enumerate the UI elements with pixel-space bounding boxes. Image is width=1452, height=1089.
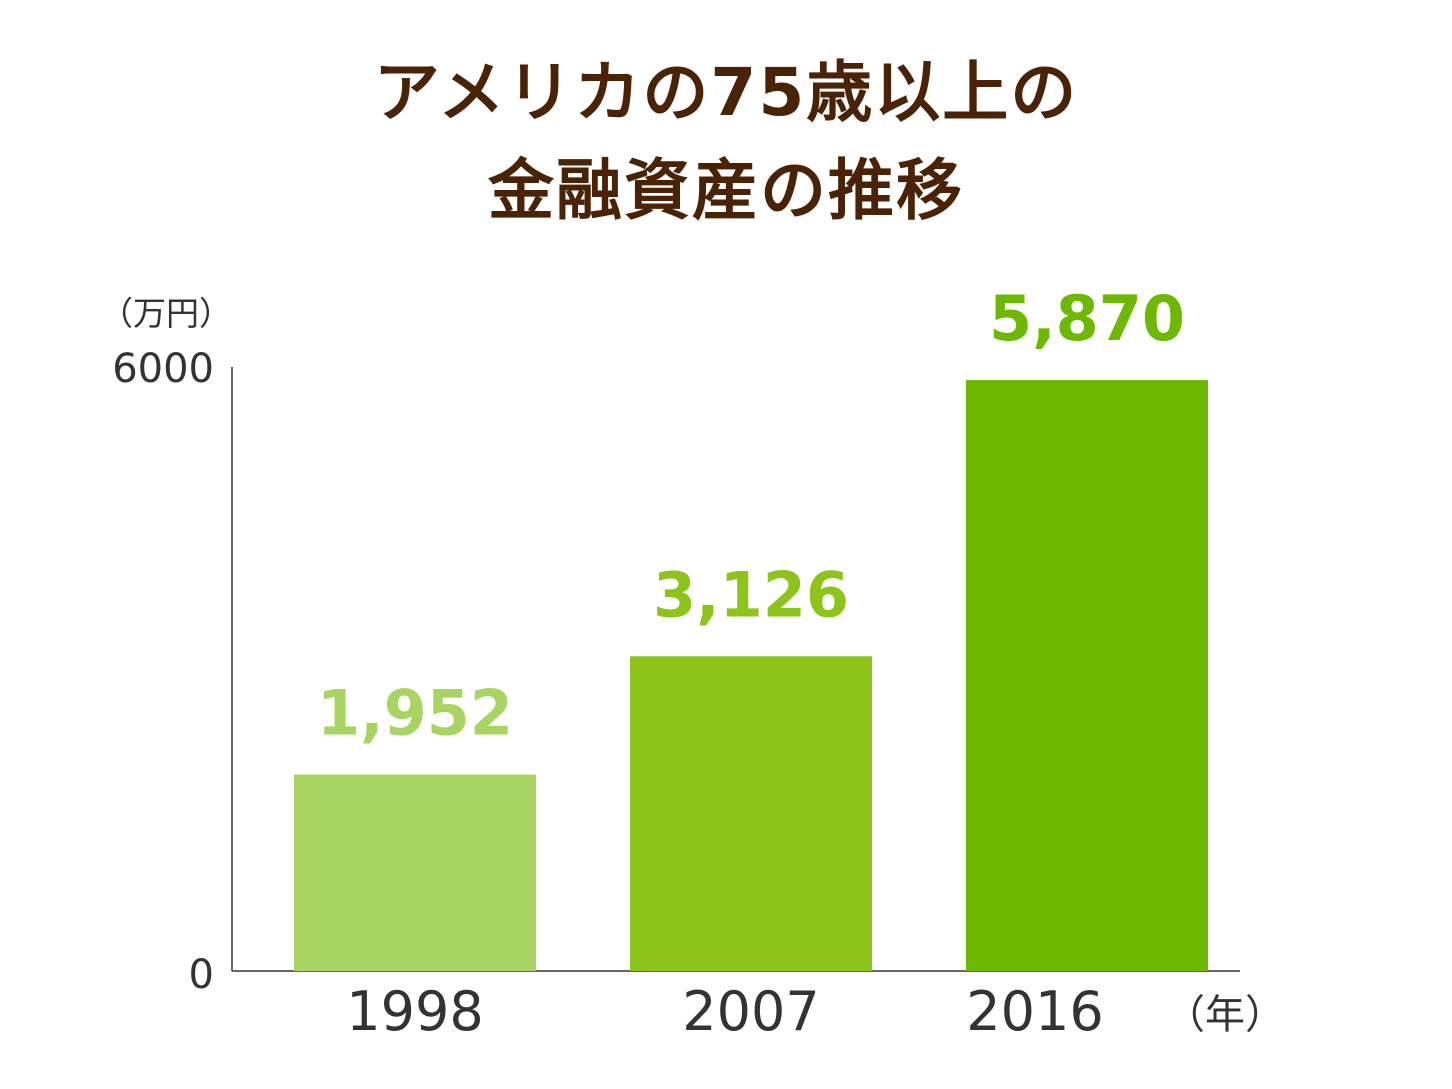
- chart-title-line-1: アメリカの75歳以上の: [373, 54, 1079, 131]
- chart-title-line-2: 金融資産の推移: [488, 152, 964, 229]
- bar-value-label-2016: 5,870: [989, 282, 1185, 355]
- y-tick-label-top: 6000: [112, 346, 214, 392]
- bar-1998: [294, 774, 536, 971]
- y-axis-unit-label: （万円）: [100, 294, 232, 333]
- x-tick-label-1998: 1998: [346, 980, 483, 1043]
- y-tick-label-bottom: 0: [189, 952, 214, 998]
- bar-value-label-1998: 1,952: [317, 676, 513, 749]
- x-axis-unit-label: （年）: [1165, 992, 1285, 1038]
- x-tick-label-2016: 2016: [966, 980, 1103, 1043]
- bar-2007: [630, 656, 872, 971]
- x-tick-label-2007: 2007: [682, 980, 819, 1043]
- bar-value-label-2007: 3,126: [653, 558, 849, 631]
- bar-2016: [966, 380, 1208, 971]
